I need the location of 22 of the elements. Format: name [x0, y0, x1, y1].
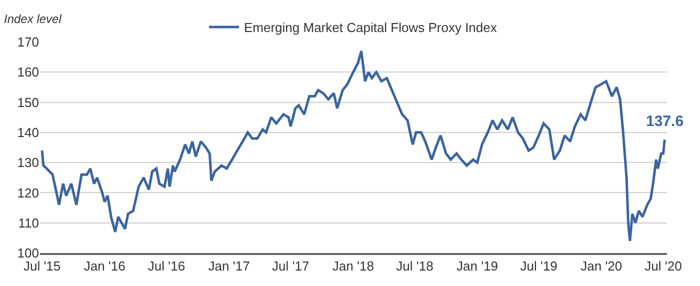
x-tick-label: Jan '18 [332, 258, 374, 274]
annotation: 137.6 [646, 113, 684, 130]
y-tick-label: 150 [17, 94, 39, 110]
x-tick-label: Jul '18 [396, 258, 434, 274]
y-tick-label: 100 [17, 246, 39, 261]
y-tick-label: 120 [17, 185, 39, 200]
y-tick-label: 170 [17, 34, 39, 50]
x-tick-label: Jul '17 [272, 258, 310, 274]
x-tick-label: Jan '17 [208, 258, 250, 274]
y-axis-title: Index level [4, 12, 62, 26]
y-tick-label: 130 [17, 155, 39, 170]
y-tick-label: 110 [18, 215, 39, 230]
x-tick-label: Jul '20 [644, 258, 682, 274]
x-tick-label: Jan '16 [84, 258, 126, 274]
x-tick-label: Jan '19 [456, 258, 498, 274]
y-tick-label: 160 [17, 64, 39, 80]
x-tick-label: Jul '16 [148, 258, 186, 274]
y-tick-label: 140 [17, 124, 39, 140]
x-tick-label: Jul '15 [23, 258, 61, 274]
x-tick-label: Jan '20 [580, 258, 622, 274]
x-tick-label: Jul '19 [520, 258, 558, 274]
legend-label: Emerging Market Capital Flows Proxy Index [244, 20, 498, 36]
